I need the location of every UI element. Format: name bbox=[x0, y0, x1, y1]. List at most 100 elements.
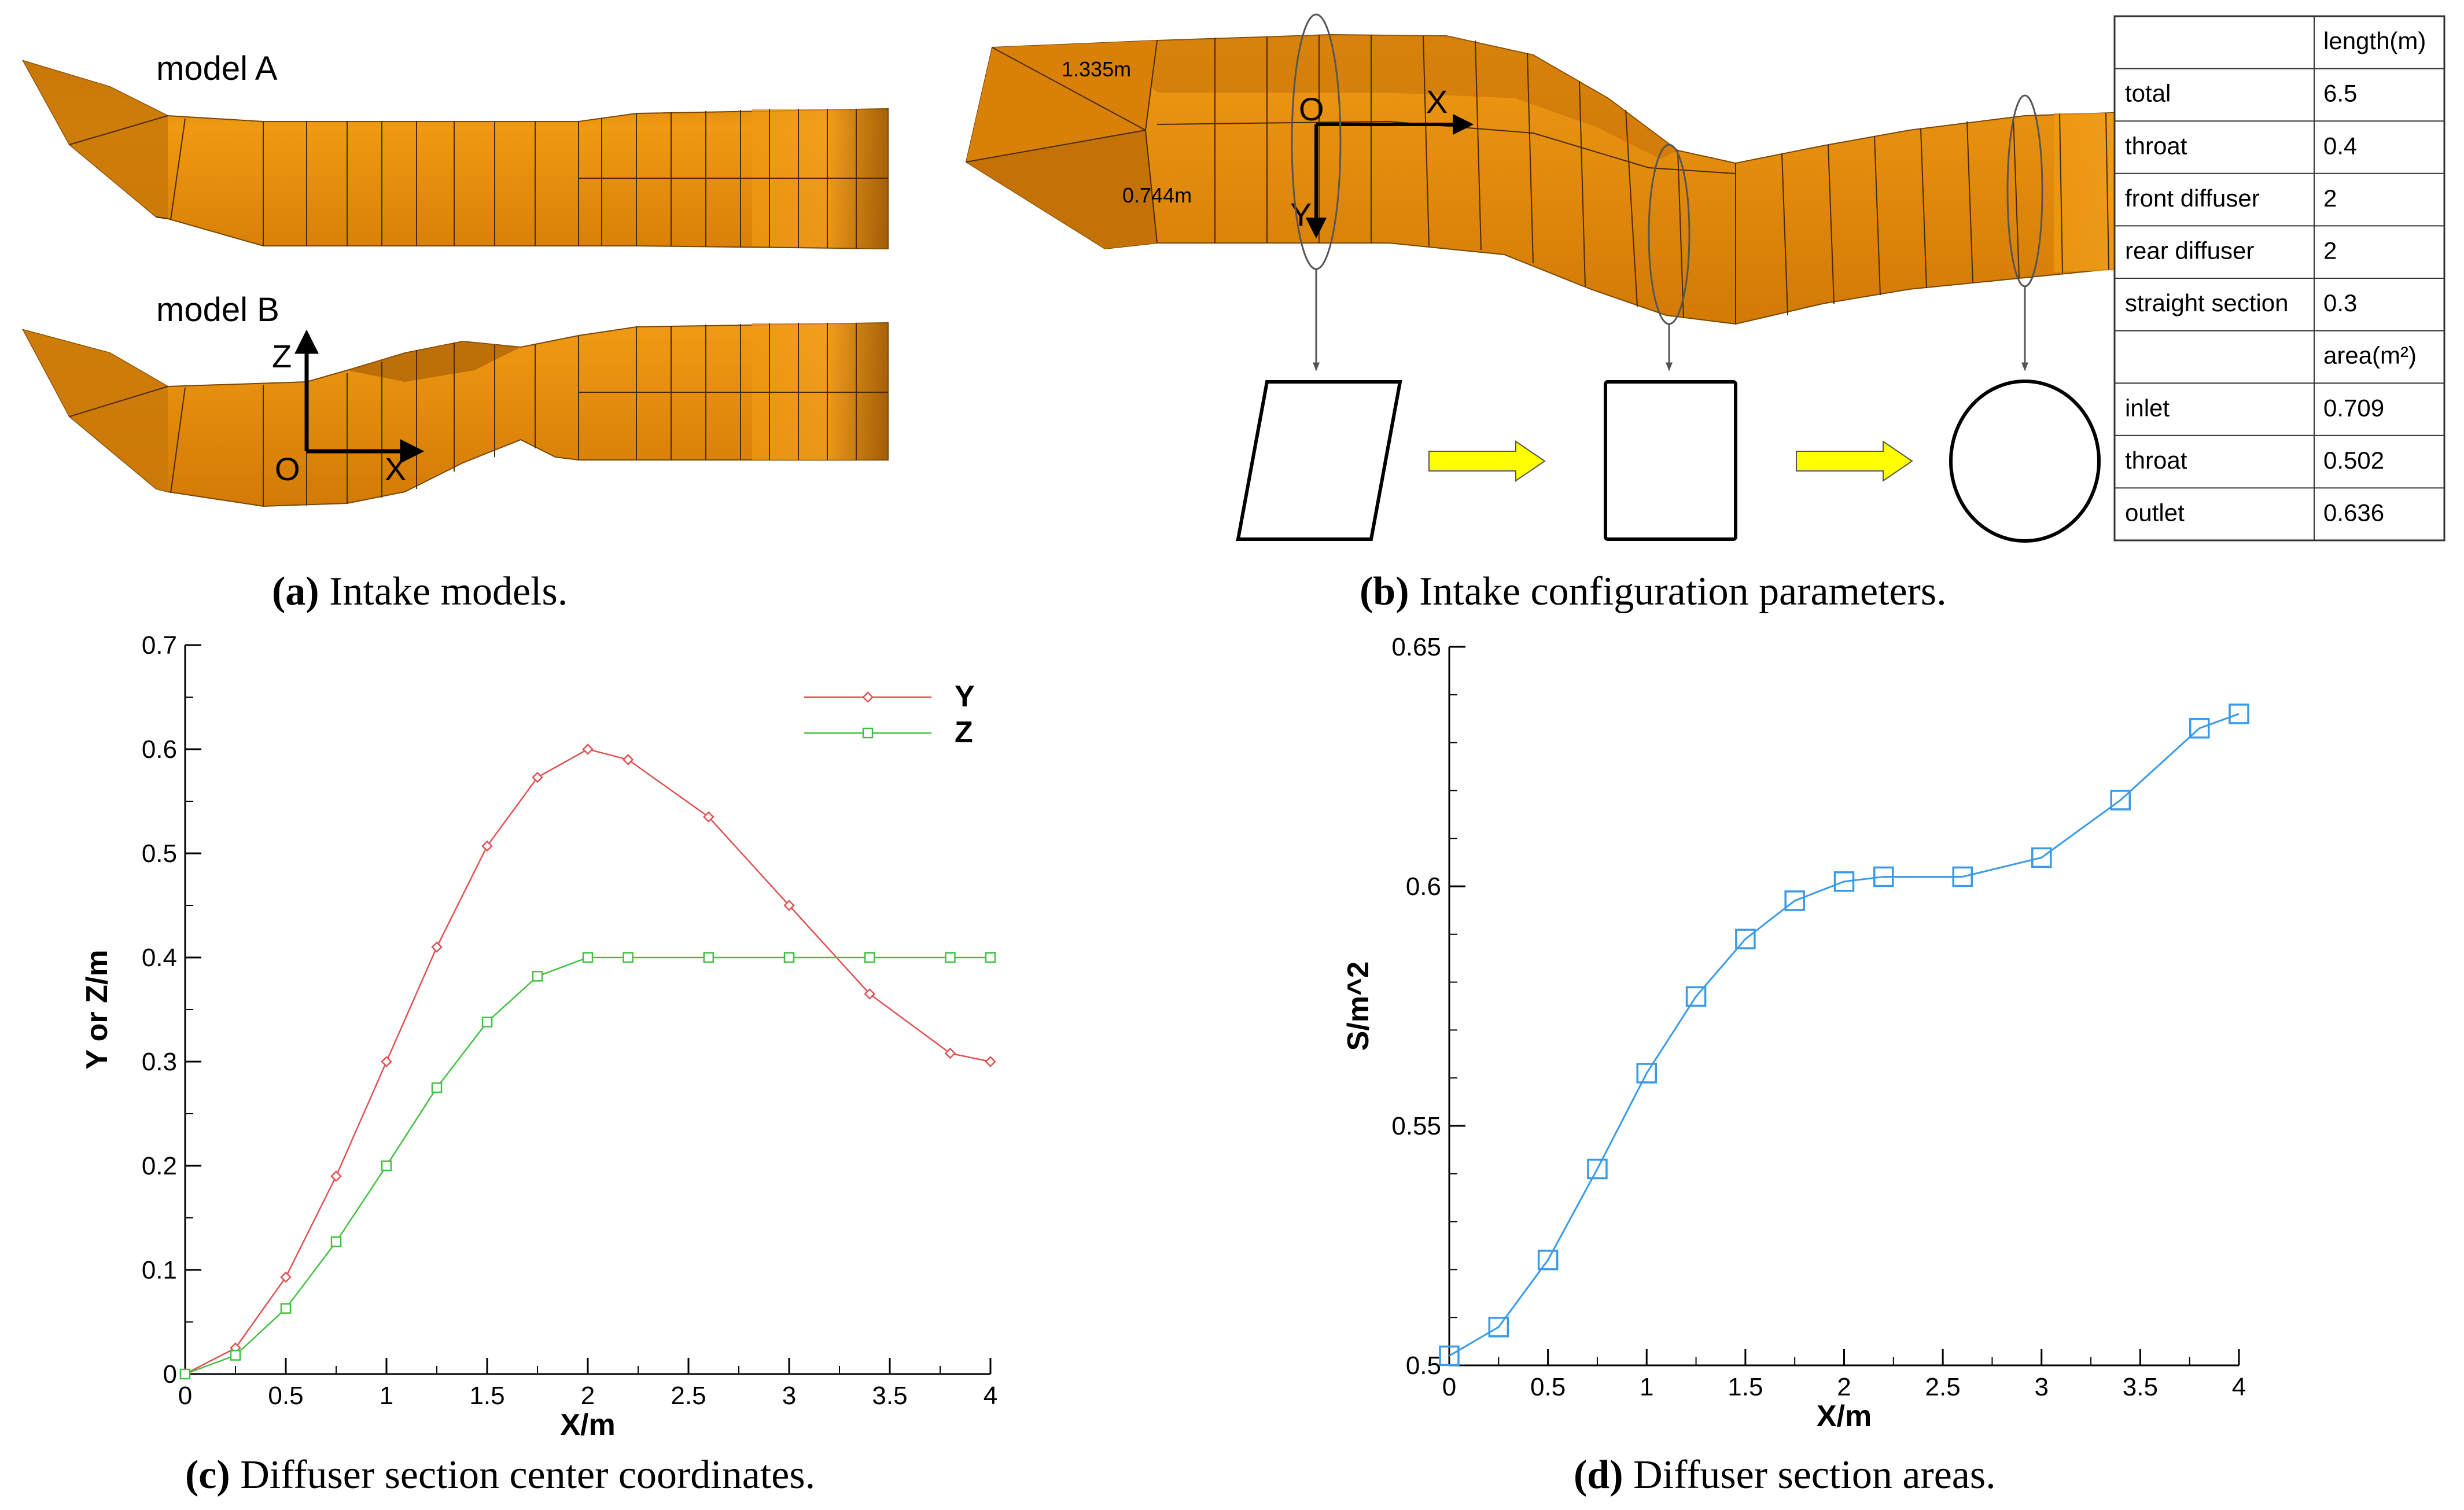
duct-coordinate-axes bbox=[1306, 114, 1474, 239]
data-point-square bbox=[330, 1236, 342, 1247]
data-point-square bbox=[381, 1160, 392, 1172]
table-cell-value: 0.709 bbox=[2323, 394, 2384, 421]
transition-arrows bbox=[1428, 440, 1913, 482]
data-point-square bbox=[532, 971, 543, 982]
table-cell-value: 0.636 bbox=[2323, 499, 2384, 526]
dim-side-label: 0.744m bbox=[1122, 183, 1192, 207]
series-line bbox=[185, 956, 990, 1375]
data-point-square bbox=[2189, 718, 2210, 739]
x-tick-label: 3.5 bbox=[872, 1382, 907, 1410]
duct-origin: O bbox=[1299, 91, 1324, 127]
x-tick-label: 1.5 bbox=[1728, 1373, 1763, 1401]
data-point-diamond bbox=[330, 1170, 342, 1182]
table-cell-value: 0.3 bbox=[2323, 289, 2357, 316]
x-axis-title: X/m bbox=[560, 1408, 615, 1442]
panel-d-chart: 0 0.5 1 1.5 2 2.5 3 3.5 40.50.550.60.65X/mS/m^2 bbox=[1342, 633, 2249, 1433]
legend-marker bbox=[862, 691, 874, 703]
model-b-label: model B bbox=[156, 291, 279, 329]
table-cell-value: 6.5 bbox=[2323, 80, 2357, 107]
data-point-diamond bbox=[582, 743, 594, 755]
y-tick-label: 0.55 bbox=[1391, 1112, 1441, 1140]
panel-a: model A bbox=[21, 50, 889, 507]
data-point-square bbox=[783, 952, 795, 963]
table-cell-name: outlet bbox=[2125, 499, 2185, 526]
model-b-origin: O bbox=[275, 451, 300, 487]
data-point-square bbox=[1873, 866, 1894, 887]
duct-axis-y: Y bbox=[1290, 196, 1312, 233]
y-tick-label: 0.2 bbox=[142, 1152, 177, 1180]
x-tick-label: 2 bbox=[1837, 1373, 1851, 1401]
data-point-square bbox=[623, 952, 634, 963]
caption-d: (d) Diffuser section areas. bbox=[1574, 1453, 1996, 1497]
data-point-square bbox=[1784, 890, 1805, 911]
data-point-square bbox=[230, 1350, 241, 1361]
data-point-square bbox=[1952, 866, 1973, 887]
caption-c: (c) Diffuser section center coordinates. bbox=[185, 1453, 815, 1497]
data-point-square bbox=[864, 952, 875, 963]
model-a-duct bbox=[21, 60, 889, 250]
x-tick-label: 3 bbox=[2035, 1373, 2049, 1401]
x-tick-label: 1.5 bbox=[469, 1382, 504, 1410]
data-point-diamond bbox=[532, 771, 543, 783]
data-point-square bbox=[2110, 790, 2131, 811]
y-tick-label: 0 bbox=[163, 1360, 177, 1389]
data-point-square bbox=[1833, 871, 1855, 892]
data-point-diamond bbox=[703, 811, 714, 823]
data-point-square bbox=[280, 1303, 292, 1314]
model-a-label: model A bbox=[156, 50, 278, 87]
table-cell-name: front diffuser bbox=[2125, 185, 2260, 212]
caption-b: (b) Intake configuration parameters. bbox=[1360, 569, 1947, 614]
data-point-square bbox=[179, 1368, 191, 1380]
model-b-axis-z: Z bbox=[272, 338, 292, 374]
data-point-diamond bbox=[481, 840, 493, 852]
y-tick-label: 0.5 bbox=[142, 839, 177, 868]
data-point-square bbox=[985, 952, 996, 963]
x-tick-label: 4 bbox=[984, 1382, 997, 1410]
x-axis-title: X/m bbox=[1817, 1399, 1872, 1433]
x-tick-label: 2.5 bbox=[1925, 1373, 1961, 1401]
data-point-square bbox=[1439, 1345, 1460, 1367]
data-point-square bbox=[703, 952, 714, 963]
yellow-arrow-right-icon bbox=[1796, 440, 1913, 482]
data-point-diamond bbox=[381, 1056, 392, 1067]
data-point-diamond bbox=[985, 1056, 996, 1067]
series-line bbox=[185, 748, 991, 1375]
data-point-diamond bbox=[280, 1271, 292, 1283]
y-tick-label: 0.4 bbox=[142, 944, 177, 972]
table-cell-name: inlet bbox=[2125, 394, 2170, 421]
x-tick-label: 0 bbox=[178, 1382, 192, 1410]
table-cell-name: total bbox=[2125, 80, 2171, 107]
data-point-diamond bbox=[944, 1047, 956, 1059]
cross-section-shapes bbox=[1236, 380, 2101, 543]
data-point-square bbox=[481, 1017, 493, 1027]
table-cell-name: throat bbox=[2125, 132, 2187, 159]
x-tick-label: 0.5 bbox=[268, 1382, 303, 1410]
y-tick-label: 0.6 bbox=[142, 735, 177, 764]
data-point-diamond bbox=[431, 941, 443, 953]
data-point-diamond bbox=[622, 754, 634, 765]
y-tick-label: 0.6 bbox=[1406, 872, 1441, 901]
table-cell-name: straight section bbox=[2125, 289, 2288, 316]
caption-a: (a) Intake models. bbox=[272, 569, 568, 614]
section-parallelogram bbox=[1236, 380, 1402, 541]
data-point-square bbox=[1488, 1317, 1509, 1338]
data-point-diamond bbox=[783, 900, 795, 911]
x-tick-label: 2 bbox=[581, 1382, 595, 1410]
table-cell-value: 0.4 bbox=[2323, 132, 2357, 159]
data-point-square bbox=[1636, 1063, 1657, 1084]
data-point-square bbox=[1685, 986, 1707, 1007]
x-tick-label: 4 bbox=[2232, 1373, 2246, 1401]
yellow-arrow-right-icon bbox=[1428, 440, 1546, 482]
table-cell-value: length(m) bbox=[2323, 27, 2426, 54]
data-point-square bbox=[1587, 1158, 1608, 1180]
data-point-square bbox=[1735, 929, 1756, 949]
legend-label: Z bbox=[955, 716, 973, 749]
x-tick-label: 1 bbox=[380, 1382, 393, 1410]
y-axis-title: S/m^2 bbox=[1342, 962, 1375, 1051]
table-cell-value: 2 bbox=[2323, 237, 2337, 264]
table-cell-value: area(m²) bbox=[2323, 342, 2417, 369]
panel-b: 1.335m 0.744m O X Y length(m) total 6.5 thr… bbox=[965, 13, 2445, 543]
data-point-square bbox=[582, 952, 594, 963]
model-b-duct bbox=[22, 322, 889, 507]
panel-c-chart: 0 0.5 1 1.5 2 2.5 3 3.5 4 0 0.1 0.2 0.3 0.4 0.5 0.6 0.7 X… bbox=[80, 631, 997, 1442]
